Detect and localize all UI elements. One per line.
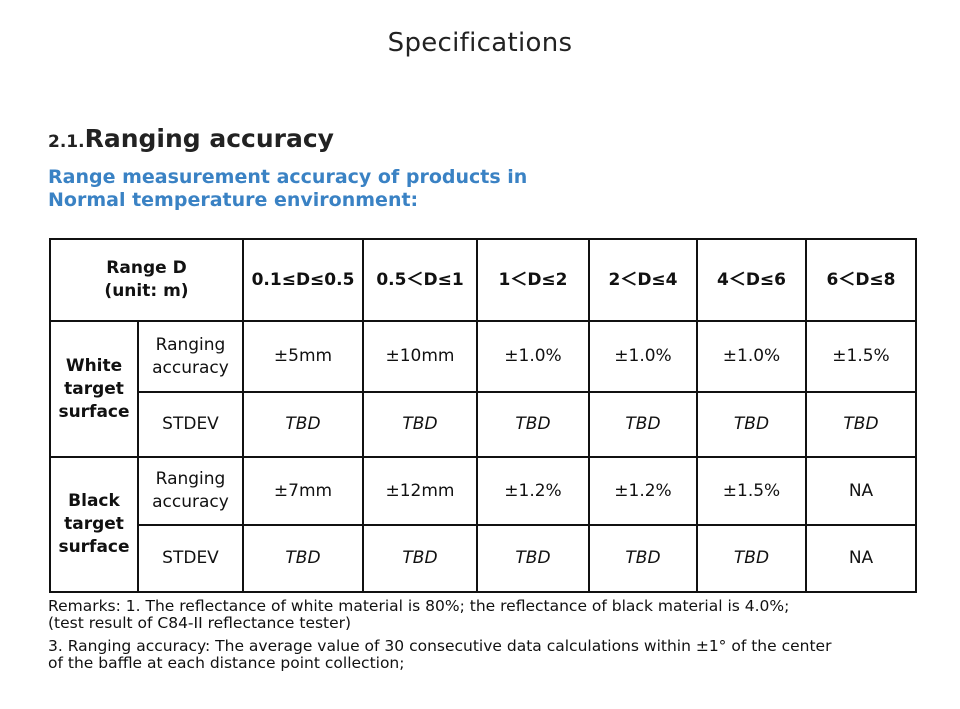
table-row: STDEV TBD TBD TBD TBD TBD NA	[50, 524, 917, 593]
table-cell: TBD	[362, 524, 478, 593]
white-target-label: White target surface	[49, 320, 139, 458]
table-cell: ±7mm	[242, 456, 364, 526]
range-column-header: 1＜D≤2	[476, 238, 590, 322]
section-title: Ranging accuracy	[84, 124, 334, 153]
table-header-row: Range D (unit: m) 0.1≤D≤0.5 0.5＜D≤1 1＜D≤…	[49, 238, 917, 322]
remarks-line: (test result of C84-II reflectance teste…	[48, 614, 352, 632]
table-cell: TBD	[805, 391, 917, 458]
table-cell: TBD	[696, 524, 807, 593]
table-row: STDEV TBD TBD TBD TBD TBD TBD	[50, 391, 917, 458]
table-cell: ±1.5%	[696, 456, 807, 526]
table-cell: ±1.0%	[696, 320, 807, 393]
group-label-line: surface	[58, 401, 130, 422]
table-cell: TBD	[242, 524, 364, 593]
metric-label-line: accuracy	[152, 492, 229, 512]
table-cell: TBD	[242, 391, 364, 458]
stdev-label: STDEV	[137, 391, 244, 458]
range-column-header: 2＜D≤4	[588, 238, 698, 322]
ranging-accuracy-label: Ranging accuracy	[137, 320, 244, 393]
table-cell: TBD	[476, 524, 590, 593]
metric-label-line: Ranging	[155, 334, 226, 355]
table-cell: ±1.5%	[805, 320, 917, 393]
table-cell: ±10mm	[362, 320, 478, 393]
metric-label-line: accuracy	[152, 357, 229, 378]
section-number: 2.1.	[48, 132, 85, 152]
table-cell: TBD	[476, 391, 590, 458]
stdev-label: STDEV	[137, 524, 244, 593]
section-heading: 2.1.Ranging accuracy	[48, 124, 334, 153]
group-label-line: White	[65, 355, 123, 376]
section-subtitle: Range measurement accuracy of products i…	[48, 166, 568, 212]
table-cell: ±12mm	[362, 456, 478, 526]
table-row: White target surface Ranging accuracy ±5…	[49, 320, 917, 458]
table-cell: TBD	[588, 391, 698, 458]
range-header-cell: Range D (unit: m)	[49, 238, 244, 322]
remarks-line: 3. Ranging accuracy: The average value o…	[48, 637, 832, 655]
table-cell: TBD	[696, 391, 807, 458]
ranging-accuracy-label: Ranging accuracy	[137, 456, 244, 526]
range-header-line: Range D	[106, 258, 187, 278]
group-label-line: Black	[68, 491, 120, 511]
black-target-label: Black target surface	[49, 456, 139, 593]
remarks-line: Remarks: 1. The reflectance of white mat…	[48, 597, 790, 615]
remarks-line: of the baffle at each distance point col…	[48, 654, 405, 672]
table-cell: ±1.0%	[588, 320, 698, 393]
table-cell: NA	[805, 524, 917, 593]
group-label-line: surface	[58, 537, 130, 557]
range-column-header: 6＜D≤8	[805, 238, 917, 322]
table-row: Black target surface Ranging accuracy ±7…	[49, 456, 917, 593]
group-label-line: target	[64, 514, 124, 534]
range-header-unit: (unit: m)	[104, 281, 189, 301]
table-cell: NA	[805, 456, 917, 526]
metric-label-line: Ranging	[155, 469, 226, 489]
page-title: Specifications	[387, 28, 573, 58]
remarks: Remarks: 1. The reflectance of white mat…	[48, 598, 928, 672]
table-cell: TBD	[588, 524, 698, 593]
table-cell: ±1.2%	[476, 456, 590, 526]
table-cell: TBD	[362, 391, 478, 458]
range-column-header: 0.5＜D≤1	[362, 238, 478, 322]
table-cell: ±5mm	[242, 320, 364, 393]
group-label-line: target	[64, 378, 124, 399]
table-cell: ±1.0%	[476, 320, 590, 393]
range-column-header: 4＜D≤6	[696, 238, 807, 322]
subtitle-line: Range measurement accuracy of products i…	[48, 166, 528, 188]
table-cell: ±1.2%	[588, 456, 698, 526]
subtitle-line: Normal temperature environment:	[48, 189, 419, 211]
ranging-accuracy-table: Range D (unit: m) 0.1≤D≤0.5 0.5＜D≤1 1＜D≤…	[49, 238, 917, 593]
range-column-header: 0.1≤D≤0.5	[242, 238, 364, 322]
